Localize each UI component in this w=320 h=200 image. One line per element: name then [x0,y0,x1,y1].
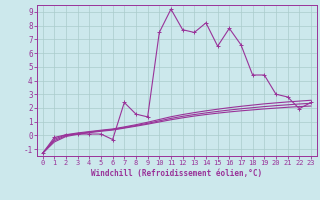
X-axis label: Windchill (Refroidissement éolien,°C): Windchill (Refroidissement éolien,°C) [91,169,262,178]
